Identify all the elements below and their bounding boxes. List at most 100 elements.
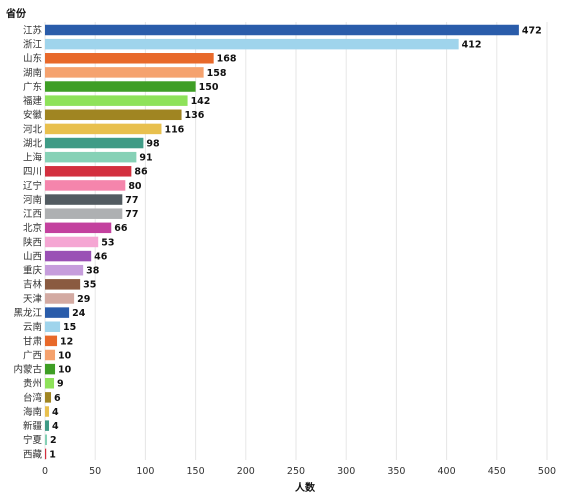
value-label: 1 — [49, 449, 56, 460]
category-label: 宁夏 — [23, 434, 43, 446]
value-label: 412 — [462, 40, 482, 51]
bar[interactable] — [45, 349, 56, 361]
category-label: 西藏 — [23, 448, 43, 460]
x-tick-label: 350 — [387, 466, 405, 477]
bar[interactable] — [45, 434, 48, 446]
bar[interactable] — [45, 363, 56, 375]
value-label: 29 — [77, 294, 90, 305]
bar[interactable] — [45, 38, 459, 50]
value-label: 91 — [139, 153, 152, 164]
bar[interactable] — [45, 378, 55, 389]
category-label: 重庆 — [23, 265, 43, 277]
x-tick-label: 300 — [337, 466, 355, 477]
bar[interactable] — [45, 335, 58, 347]
category-label: 黑龙江 — [13, 307, 42, 319]
category-label: 安徽 — [23, 109, 43, 121]
value-label: 46 — [94, 251, 108, 262]
value-label: 24 — [72, 308, 86, 319]
bar[interactable] — [45, 392, 52, 403]
value-label: 4 — [52, 421, 59, 432]
bar[interactable] — [45, 53, 214, 64]
category-label: 吉林 — [23, 279, 43, 291]
bar[interactable] — [45, 321, 61, 332]
value-label: 77 — [125, 209, 138, 220]
bar[interactable] — [45, 420, 50, 431]
bar[interactable] — [45, 67, 204, 78]
category-label: 海南 — [23, 406, 42, 418]
category-label: 河北 — [23, 123, 43, 135]
bar[interactable] — [45, 279, 81, 290]
bar[interactable] — [45, 123, 162, 135]
category-label: 山西 — [23, 251, 42, 262]
bar[interactable] — [45, 194, 123, 205]
bar[interactable] — [45, 250, 92, 262]
value-label: 98 — [146, 138, 160, 149]
category-label: 天津 — [23, 294, 43, 305]
category-label: 内蒙古 — [13, 364, 42, 376]
category-label: 湖南 — [23, 67, 42, 79]
x-tick-label: 200 — [237, 466, 255, 477]
value-label: 472 — [522, 25, 542, 36]
x-tick-label: 400 — [438, 466, 456, 477]
bar[interactable] — [45, 307, 70, 318]
bar[interactable] — [45, 222, 112, 234]
bar[interactable] — [45, 95, 188, 106]
category-label: 山东 — [23, 53, 42, 65]
category-label: 江苏 — [23, 24, 43, 36]
value-label: 142 — [191, 96, 211, 107]
value-label: 10 — [58, 350, 72, 361]
category-label: 广西 — [23, 349, 42, 361]
x-tick-label: 100 — [136, 466, 154, 477]
value-label: 53 — [101, 237, 114, 248]
value-label: 2 — [50, 435, 57, 446]
bar[interactable] — [45, 293, 75, 304]
value-label: 158 — [207, 68, 227, 79]
x-axis-title: 人数 — [295, 481, 316, 494]
x-tick-label: 0 — [42, 466, 48, 477]
category-label: 陕西 — [23, 236, 42, 248]
bar[interactable] — [45, 406, 50, 417]
value-label: 116 — [164, 124, 184, 135]
value-label: 9 — [57, 379, 64, 390]
bar[interactable] — [45, 137, 144, 149]
category-label: 北京 — [23, 222, 42, 234]
bar[interactable] — [45, 24, 519, 36]
category-label: 河南 — [23, 194, 42, 206]
category-label: 湖北 — [23, 138, 43, 149]
grid-lines — [44, 22, 548, 460]
category-label: 福建 — [23, 95, 43, 107]
category-label: 云南 — [23, 321, 42, 333]
category-label: 上海 — [23, 152, 43, 164]
bar[interactable] — [45, 109, 182, 121]
value-label: 168 — [217, 54, 237, 65]
y-axis-title: 省份 — [5, 7, 27, 20]
value-label: 66 — [114, 223, 128, 234]
bar[interactable] — [45, 180, 126, 191]
value-label: 136 — [185, 110, 205, 121]
category-label: 四川 — [23, 167, 42, 178]
x-tick-label: 250 — [287, 466, 305, 477]
bar[interactable] — [45, 208, 123, 219]
bar-series — [45, 24, 519, 460]
value-label: 10 — [58, 365, 72, 376]
category-label: 台湾 — [23, 392, 43, 404]
category-label: 浙江 — [23, 39, 43, 51]
value-label: 4 — [52, 407, 59, 418]
value-label: 15 — [63, 322, 76, 333]
bar[interactable] — [45, 236, 99, 248]
category-label: 辽宁 — [23, 180, 42, 192]
bar[interactable] — [45, 151, 137, 163]
bar[interactable] — [45, 448, 47, 460]
x-tick-label: 450 — [488, 466, 506, 477]
bar[interactable] — [45, 81, 196, 92]
value-label: 77 — [125, 195, 138, 206]
category-label: 新疆 — [23, 420, 43, 432]
bar[interactable] — [45, 264, 84, 276]
value-label: 35 — [83, 280, 96, 291]
bar[interactable] — [45, 166, 132, 177]
value-label: 150 — [199, 82, 219, 93]
category-label: 广东 — [23, 81, 42, 93]
